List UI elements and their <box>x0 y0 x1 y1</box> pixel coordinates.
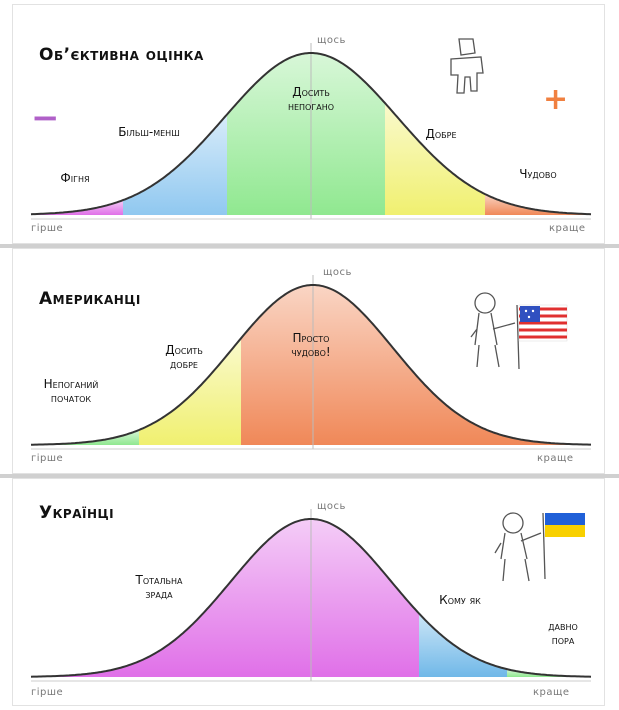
axis-left-label: гірше <box>31 223 64 234</box>
bell-curve-chart <box>30 509 592 682</box>
segment-label: Просто чудово! <box>291 331 331 359</box>
segment-label: Чудово <box>519 167 557 181</box>
segment-label: Кому як <box>439 593 481 607</box>
curve-segment <box>31 519 419 677</box>
panel-ukrainians: Українці щось гірше краще Тотальна зрада… <box>12 478 605 706</box>
stick-figure-with-ukraine-flag-icon <box>494 512 585 582</box>
panel-americans: Американці щось гірше краще Непоганий по… <box>12 248 605 474</box>
panel-title: Американці <box>39 289 141 309</box>
curve-segment <box>31 200 123 215</box>
curve-segment <box>241 285 591 445</box>
bell-curve-chart <box>30 43 592 220</box>
divider <box>0 474 619 478</box>
axis-left-label: гірше <box>31 687 64 698</box>
stick-figure-with-us-flag-icon <box>470 292 568 370</box>
bell-curve-line <box>30 52 592 216</box>
bell-curve-line <box>30 518 592 678</box>
divider <box>0 244 619 248</box>
segment-label: Тотальна зрада <box>135 573 183 601</box>
segment-label: Непоганий початок <box>43 377 99 405</box>
panel-title: Об’єктивна оцінка <box>39 45 204 65</box>
bell-curve-line <box>31 284 591 446</box>
panel-objective-assessment: Об’єктивна оцінка щось гірше краще Фігня… <box>12 4 605 244</box>
peak-label: щось <box>317 501 346 512</box>
curve-segment <box>507 669 591 677</box>
curve-segment <box>227 53 385 215</box>
segment-label: Більш-менш <box>118 125 180 139</box>
axis-right-label: краще <box>537 453 574 464</box>
curve-segment <box>139 338 241 445</box>
curve-segment <box>123 114 227 215</box>
peak-label: щось <box>323 267 352 278</box>
segment-label: Фігня <box>60 171 90 185</box>
curve-segment <box>419 613 507 677</box>
curve-segment <box>31 430 139 445</box>
peak-label: щось <box>317 35 346 46</box>
panel-title: Українці <box>39 503 115 523</box>
axis-left-label: гірше <box>31 453 64 464</box>
bell-curve-chart <box>31 275 591 450</box>
segment-label: Добре <box>425 127 457 141</box>
minus-sign: − <box>31 98 60 138</box>
plus-sign: + <box>543 82 569 117</box>
stick-figure-icon <box>450 38 484 94</box>
axis-right-label: краще <box>533 687 570 698</box>
segment-label: Досить добре <box>165 343 203 371</box>
segment-label: давно пора <box>548 619 578 647</box>
segment-label: Досить непогано <box>287 85 335 113</box>
axis-right-label: краще <box>549 223 586 234</box>
curve-segment <box>485 194 591 215</box>
